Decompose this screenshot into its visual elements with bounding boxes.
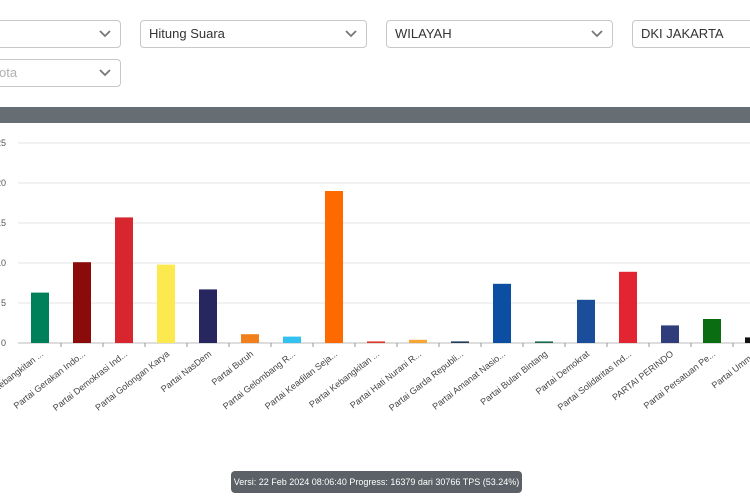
progress-status: Versi: 22 Feb 2024 08:06:40 Progress: 16… <box>231 471 522 493</box>
kota-select[interactable]: ota <box>0 59 121 87</box>
kota-placeholder: ota <box>0 65 18 80</box>
mode-select[interactable]: Hitung Suara <box>140 20 367 48</box>
x-tick-label: Partai Persatuan Pe... <box>642 349 718 411</box>
bar-4 <box>157 264 175 343</box>
chevron-down-icon <box>99 30 111 38</box>
bar-13 <box>535 341 553 343</box>
y-tick-label: 15 <box>0 218 6 228</box>
y-tick-label: 5 <box>1 298 6 308</box>
bar-10 <box>409 339 427 343</box>
region-value: DKI JAKARTA <box>641 26 724 41</box>
bar-16 <box>661 325 679 343</box>
x-tick-label: Partai Keadilan Seja... <box>263 349 339 412</box>
mode-value: Hitung Suara <box>149 26 225 41</box>
x-tick-label: Partai Kebangkitan ... <box>307 349 381 410</box>
chevron-down-icon <box>345 30 357 38</box>
chevron-down-icon <box>99 69 111 77</box>
chevron-down-icon <box>591 30 603 38</box>
bar-18 <box>745 337 750 343</box>
bar-14 <box>577 299 595 343</box>
bar-1 <box>31 292 49 343</box>
region-level-value: WILAYAH <box>395 26 452 41</box>
bar-3 <box>115 217 133 343</box>
x-tick-label: Partai Amanat Nasio... <box>431 349 508 412</box>
x-tick-label: Partai Demokrasi Ind... <box>51 349 129 413</box>
region-level-select[interactable]: WILAYAH <box>386 20 613 48</box>
bar-12 <box>493 283 511 343</box>
bar-17 <box>703 319 721 343</box>
bar-8 <box>325 191 343 343</box>
bar-15 <box>619 271 637 343</box>
bar-5 <box>199 289 217 343</box>
x-tick-label: Partai Solidaritas Ind... <box>556 349 634 413</box>
y-tick-label: 10 <box>0 258 6 268</box>
x-tick-label: Partai Golongan Karya <box>93 349 171 413</box>
x-tick-label: Partai Gerakan Indo... <box>12 349 88 411</box>
bar-7 <box>283 336 301 343</box>
bar-9 <box>367 341 385 343</box>
region-select[interactable]: DKI JAKARTA <box>632 20 750 48</box>
bar-6 <box>241 334 259 343</box>
x-tick-label: Partai Hati Nurani R... <box>348 349 423 411</box>
y-tick-label: 0 <box>1 338 6 348</box>
y-tick-label: 20 <box>0 178 6 188</box>
x-tick-label: Partai Garda Republi... <box>387 349 465 413</box>
y-tick-label: 25 <box>0 138 6 148</box>
chart-header-bar <box>0 107 750 123</box>
first-filter-select[interactable] <box>0 20 121 48</box>
x-tick-label: Partai Gelombang R... <box>221 349 297 412</box>
bar-11 <box>451 341 469 343</box>
bar-2 <box>73 262 91 343</box>
vote-bar-chart: 2520151050Partai Kebangkitan ...Partai G… <box>0 138 750 413</box>
